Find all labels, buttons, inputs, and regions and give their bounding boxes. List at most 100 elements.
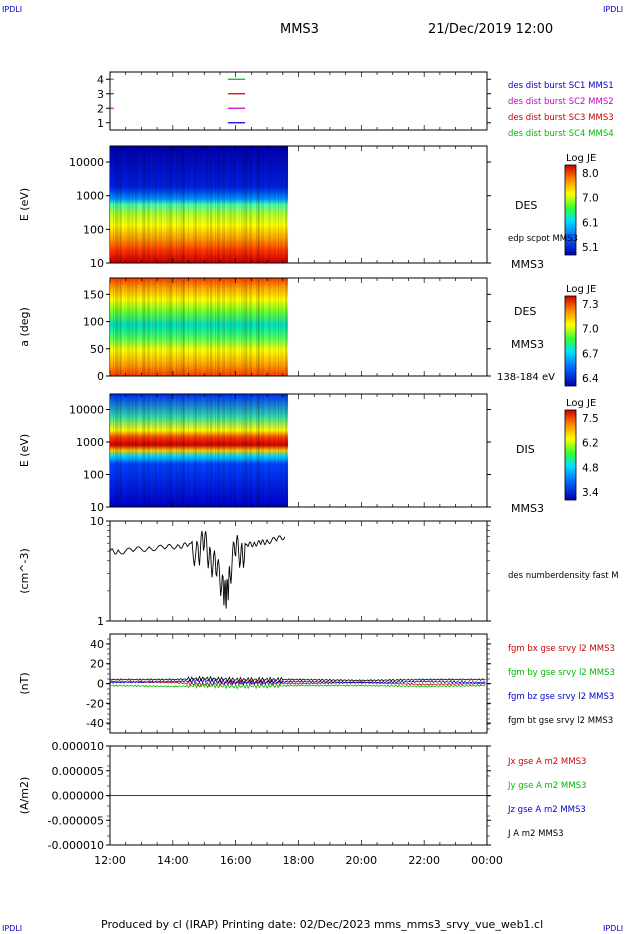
spectrogram-stripe [147, 147, 149, 262]
y-tick-label: 0.000000 [52, 790, 105, 803]
spectrogram-stripe [239, 279, 240, 375]
y-tick-label: 1000 [76, 436, 104, 449]
colorbar-title: Log JE [566, 284, 596, 295]
spectrogram-stripe [171, 395, 173, 506]
y-tick-label: 10 [90, 515, 104, 528]
spectrogram-stripe [261, 395, 263, 506]
spectrogram-stripe [278, 147, 279, 262]
y-tick-label: 1000 [76, 190, 104, 203]
spectrogram-stripe [188, 279, 189, 375]
y-tick-label: 10 [90, 501, 104, 514]
spectrogram-stripe [198, 279, 200, 375]
spectrogram-stripe [244, 147, 247, 262]
spectrogram-stripe [217, 147, 220, 262]
spectrogram-stripe [127, 147, 130, 262]
spectrogram-stripe [224, 147, 225, 262]
spectrogram-stripe [222, 147, 224, 262]
spectrogram-stripe [212, 395, 213, 506]
spectrogram-fill [110, 278, 289, 376]
spectrogram-stripe [217, 395, 220, 506]
spectrogram-stripe [152, 147, 153, 262]
spectrogram-stripe [161, 279, 162, 375]
y-tick-label: 10000 [69, 156, 104, 169]
panel-label: MMS3 [511, 502, 544, 515]
spectrogram-stripe [149, 395, 150, 506]
y-tick-label: 0.000010 [52, 740, 105, 753]
spectrogram-stripe [205, 279, 208, 375]
panel-label: edp scpot MMS3 [508, 234, 578, 244]
colorbar-tick-label: 7.3 [582, 299, 599, 311]
y-axis-label: E (eV) [18, 188, 31, 221]
spectrogram-stripe [241, 279, 244, 375]
footer-text: Produced by cl (IRAP) Printing date: 02/… [101, 918, 544, 931]
spectrogram-stripe [149, 147, 150, 262]
spectrogram-stripe [234, 147, 236, 262]
spectrogram-stripe [169, 279, 172, 375]
spectrogram-stripe [188, 395, 189, 506]
x-tick-label: 16:00 [220, 854, 252, 867]
spectrogram-stripe [115, 279, 118, 375]
colorbar-tick-label: 7.0 [582, 324, 599, 336]
y-tick-label: -0.000010 [48, 839, 104, 852]
spectrogram-stripe [215, 279, 216, 375]
y-axis-label: E (eV) [18, 434, 31, 467]
spectrogram-stripe [178, 147, 181, 262]
spectrogram-stripe [200, 147, 201, 262]
x-tick-label: 14:00 [157, 854, 189, 867]
colorbar-tick-label: 6.7 [582, 348, 599, 360]
spectrogram-stripe [210, 279, 212, 375]
spectrogram-stripe [171, 147, 173, 262]
spectrogram-stripe [135, 279, 137, 375]
spectrogram-stripe [246, 279, 248, 375]
spectrogram-stripe [176, 147, 177, 262]
magnetic-field-series-line [109, 682, 486, 690]
legend-entry: des dist burst SC4 MMS4 [508, 129, 614, 139]
spectrogram-stripe [285, 279, 287, 375]
spectrogram-stripe [229, 395, 232, 506]
spectrogram-stripe [183, 147, 185, 262]
spectrogram-stripe [127, 279, 130, 375]
spectrogram-stripe [130, 395, 133, 506]
spectrogram-stripe [188, 147, 189, 262]
spectrogram-stripe [144, 395, 146, 506]
spectrogram-stripe [127, 395, 130, 506]
spectrogram-stripe [166, 147, 169, 262]
spectrogram-stripe [181, 147, 184, 262]
spectrogram-stripe [135, 147, 137, 262]
y-tick-label: 100 [83, 469, 104, 482]
spectrogram-stripe [195, 279, 197, 375]
spectrogram-stripe [198, 147, 200, 262]
spectrogram-stripe [268, 147, 271, 262]
spectrogram-stripe [278, 395, 279, 506]
spectrogram-stripe [113, 147, 114, 262]
colorbar-tick-label: 4.8 [582, 462, 599, 474]
spectrogram-stripe [224, 279, 225, 375]
spectrogram-stripe [280, 395, 283, 506]
spectrogram-stripe [256, 279, 259, 375]
spectrogram-stripe [193, 147, 196, 262]
spectrogram-stripe [258, 147, 260, 262]
corner-label-bottom-left: IPDLI [2, 924, 23, 933]
spectrogram-stripe [258, 279, 260, 375]
spectrogram-stripe [166, 395, 169, 506]
y-tick-label: -0.000005 [48, 814, 104, 827]
spectrogram-stripe [229, 147, 232, 262]
spectrogram-stripe [251, 395, 252, 506]
legend-entry: des dist burst SC3 MMS3 [508, 113, 614, 123]
date-time-title: 21/Dec/2019 12:00 [428, 22, 554, 37]
spectrogram-stripe [263, 147, 264, 262]
spectrogram-stripe [241, 395, 244, 506]
spectrogram-stripe [164, 395, 165, 506]
spectrogram-stripe [275, 279, 276, 375]
y-axis-label: (A/m2) [18, 777, 31, 815]
spectrogram-stripe [268, 279, 271, 375]
y-tick-label: 100 [83, 223, 104, 236]
density-series-line [109, 530, 286, 609]
spectrogram-stripe [227, 279, 228, 375]
spectrogram-stripe [183, 279, 185, 375]
spectrogram-stripe [246, 147, 248, 262]
spectrogram-stripe [212, 147, 213, 262]
spectrogram-stripe [115, 395, 118, 506]
spectrogram-stripe [273, 279, 275, 375]
y-tick-label: 40 [90, 638, 104, 651]
